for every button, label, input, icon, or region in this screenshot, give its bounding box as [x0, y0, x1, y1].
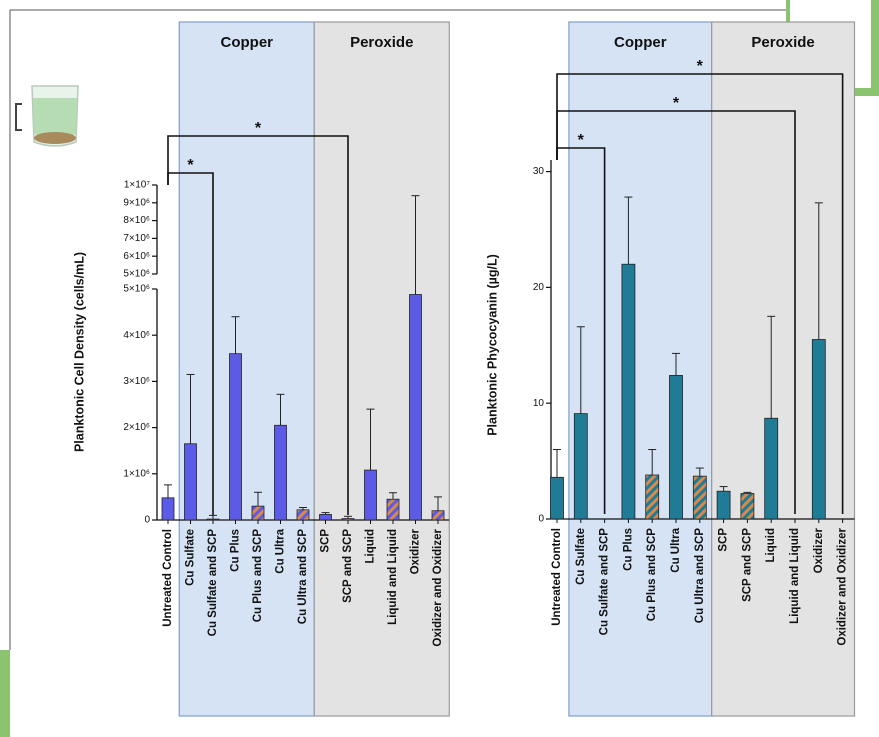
bar	[432, 511, 444, 520]
x-tick-label: SCP and SCP	[342, 529, 354, 603]
x-tick-label: Cu Plus	[622, 528, 634, 571]
y-tick-label: 20	[533, 282, 545, 293]
bar	[622, 264, 635, 519]
y-tick-label: 1×10⁷	[124, 180, 151, 191]
y-axis-title: Planktonic Phycocyanin (µg/L)	[485, 254, 499, 436]
x-tick-label: Cu Plus	[230, 529, 242, 572]
y-tick-label: 8×10⁶	[123, 215, 150, 226]
bar	[765, 418, 778, 519]
bar	[297, 510, 309, 520]
x-tick-label: SCP	[320, 529, 332, 553]
y-tick-label: 30	[533, 166, 545, 177]
y-tick-label: 3×10⁶	[123, 376, 150, 387]
group-label: Copper	[221, 34, 274, 51]
x-tick-label: Liquid and Liquid	[789, 528, 801, 624]
x-tick-label: Oxidizer and Oxidizer	[837, 527, 849, 645]
significance-label: *	[697, 58, 704, 75]
y-tick-label: 1×10⁶	[123, 468, 150, 479]
y-tick-label: 0	[144, 515, 150, 526]
y-tick-label: 5×10⁶	[123, 269, 150, 280]
y-tick-label: 6×10⁶	[123, 251, 150, 262]
corner-decoration	[0, 650, 10, 737]
x-tick-label: Oxidizer	[410, 528, 422, 574]
y-tick-label: 4×10⁶	[123, 330, 150, 341]
x-tick-label: Cu Ultra and SCP	[694, 528, 706, 624]
figure: Copper Peroxide 0 1×10⁶ 2×10⁶ 3×10⁶ 4×10⁶ 5×10⁶…	[0, 0, 879, 737]
y-tick-label: 7×10⁶	[123, 233, 150, 244]
bar	[670, 375, 683, 519]
bar	[252, 506, 264, 520]
x-tick-label: Cu Sulfate	[575, 528, 587, 585]
bar	[717, 491, 730, 519]
x-tick-label: Oxidizer and Oxidizer	[432, 528, 444, 646]
group-label: Peroxide	[751, 34, 814, 51]
x-tick-label: Oxidizer	[813, 527, 825, 573]
x-tick-label: Untreated Control	[551, 528, 563, 626]
y-tick-label: 0	[538, 514, 544, 525]
y-tick-label: 2×10⁶	[123, 422, 150, 433]
x-tick-label: Untreated Control	[162, 529, 174, 627]
x-tick-label: Cu Ultra	[275, 528, 287, 573]
y-tick-label: 9×10⁶	[123, 197, 150, 208]
bar	[365, 470, 377, 520]
bar	[574, 414, 587, 519]
x-tick-label: Cu Sulfate and SCP	[207, 529, 219, 637]
bar	[230, 354, 242, 520]
x-tick-label: SCP and SCP	[741, 528, 753, 602]
bar	[410, 295, 422, 520]
group-label: Copper	[614, 34, 667, 51]
x-tick-label: Cu Sulfate	[185, 529, 197, 586]
group-band	[179, 22, 314, 716]
bar	[387, 499, 399, 520]
x-tick-label: Cu Plus and SCP	[646, 528, 658, 622]
bar	[812, 340, 825, 520]
significance-label: *	[673, 95, 680, 112]
group-band	[712, 22, 855, 716]
x-tick-label: SCP	[718, 528, 730, 552]
group-label: Peroxide	[350, 34, 413, 51]
x-tick-label: Cu Ultra and SCP	[297, 529, 309, 625]
bar	[320, 514, 332, 520]
y-tick-label: 10	[533, 398, 545, 409]
significance-label: *	[255, 120, 262, 137]
bar	[646, 475, 659, 519]
x-tick-label: Cu Plus and SCP	[252, 529, 264, 623]
significance-label: *	[187, 157, 194, 174]
significance-label: *	[578, 132, 585, 149]
y-tick-label: 5×10⁶	[123, 284, 150, 295]
bar	[741, 494, 754, 519]
bar	[275, 425, 287, 520]
y-axis-title: Planktonic Cell Density (cells/mL)	[72, 252, 86, 452]
x-tick-label: Liquid and Liquid	[387, 529, 399, 625]
group-band	[314, 22, 449, 716]
x-tick-label: Liquid	[365, 529, 377, 564]
x-tick-label: Cu Sulfate and SCP	[599, 528, 611, 636]
bar	[185, 444, 197, 520]
bar	[693, 476, 706, 519]
bar	[207, 519, 219, 520]
group-band	[569, 22, 712, 716]
bar	[342, 519, 354, 520]
x-tick-label: Cu Ultra	[670, 527, 682, 572]
bar	[551, 477, 564, 519]
x-tick-label: Liquid	[765, 528, 777, 563]
bar	[162, 498, 174, 520]
